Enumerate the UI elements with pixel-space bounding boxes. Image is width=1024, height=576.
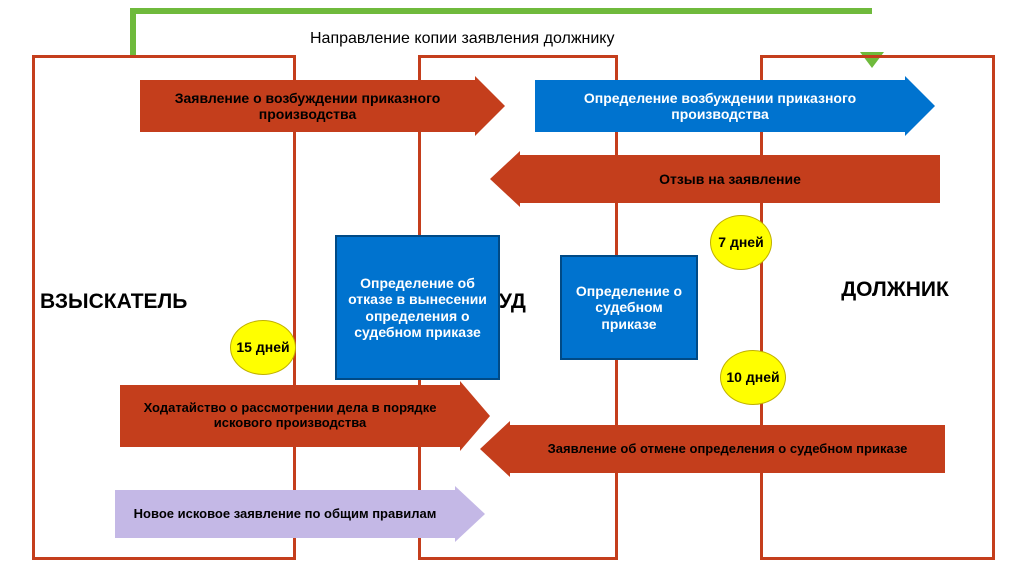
flow-arrow-a6: Новое исковое заявление по общим правила… (115, 490, 485, 538)
flow-arrow-label: Отзыв на заявление (520, 155, 940, 203)
info-box-b1: Определение об отказе в вынесении опреде… (335, 235, 500, 380)
flow-arrow-a5: Заявление об отмене определения о судебн… (480, 425, 945, 473)
flow-arrow-label: Заявление о возбуждении приказного произ… (140, 80, 475, 132)
column-title-debtor: ДОЛЖНИК (800, 278, 990, 302)
flow-arrow-a2: Определение возбуждении приказного произ… (535, 80, 935, 132)
column-title-claimant: ВЗЫСКАТЕЛЬ (40, 290, 187, 314)
flow-arrow-label: Новое исковое заявление по общим правила… (115, 490, 455, 538)
flow-arrow-label: Определение возбуждении приказного произ… (535, 80, 905, 132)
duration-callout-c3: 15 дней (230, 320, 296, 375)
duration-callout-c1: 7 дней (710, 215, 772, 270)
top-label: Направление копии заявления должнику (310, 30, 614, 48)
flow-arrow-a1: Заявление о возбуждении приказного произ… (140, 80, 505, 132)
flow-arrow-label: Заявление об отмене определения о судебн… (510, 425, 945, 473)
duration-callout-c2: 10 дней (720, 350, 786, 405)
info-box-b2: Определение о судебном приказе (560, 255, 698, 360)
flow-arrow-a4: Ходатайство о рассмотрении дела в порядк… (120, 385, 490, 447)
flow-arrow-label: Ходатайство о рассмотрении дела в порядк… (120, 385, 460, 447)
flow-arrow-a3: Отзыв на заявление (490, 155, 940, 203)
